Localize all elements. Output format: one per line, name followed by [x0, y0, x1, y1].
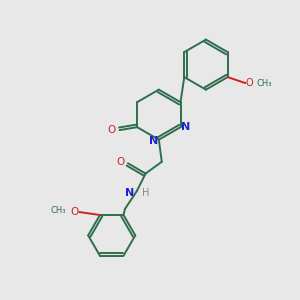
Text: N: N — [124, 188, 134, 198]
Text: CH₃: CH₃ — [256, 79, 272, 88]
Text: O: O — [108, 125, 116, 135]
Text: O: O — [70, 207, 78, 217]
Text: CH₃: CH₃ — [51, 206, 66, 215]
Text: N: N — [149, 136, 158, 146]
Text: H: H — [142, 188, 149, 198]
Text: N: N — [181, 122, 190, 132]
Text: O: O — [117, 157, 125, 167]
Text: O: O — [246, 78, 253, 88]
